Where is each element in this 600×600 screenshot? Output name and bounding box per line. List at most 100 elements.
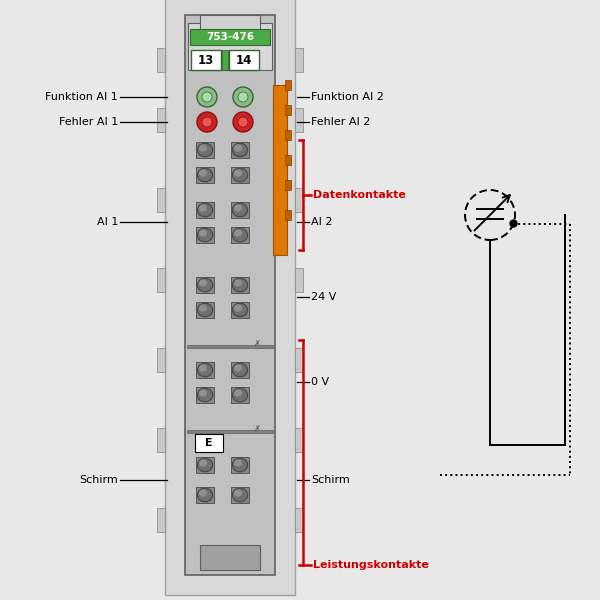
- Text: AI 1: AI 1: [97, 217, 118, 227]
- Ellipse shape: [234, 205, 242, 212]
- Ellipse shape: [234, 389, 242, 397]
- Bar: [295, 268, 303, 292]
- Bar: [285, 155, 291, 165]
- Bar: [195, 434, 223, 452]
- Bar: [231, 167, 249, 183]
- Bar: [222, 50, 228, 70]
- Circle shape: [510, 220, 517, 227]
- Circle shape: [202, 117, 212, 127]
- Text: AI 2: AI 2: [311, 217, 332, 227]
- Bar: [157, 428, 165, 452]
- Bar: [157, 108, 165, 132]
- Text: Funktion AI 2: Funktion AI 2: [311, 92, 384, 102]
- Ellipse shape: [232, 488, 248, 502]
- Bar: [295, 188, 303, 212]
- Bar: [200, 15, 260, 30]
- Bar: [196, 202, 214, 218]
- Ellipse shape: [232, 278, 248, 292]
- Ellipse shape: [199, 304, 207, 311]
- Ellipse shape: [234, 229, 242, 236]
- Bar: [273, 85, 287, 255]
- Ellipse shape: [199, 364, 207, 371]
- Ellipse shape: [197, 488, 212, 502]
- Bar: [231, 202, 249, 218]
- Bar: [295, 348, 303, 372]
- Ellipse shape: [197, 303, 212, 317]
- Ellipse shape: [232, 203, 248, 217]
- Bar: [190, 29, 270, 45]
- Ellipse shape: [197, 278, 212, 292]
- Bar: [196, 227, 214, 243]
- Ellipse shape: [197, 143, 212, 157]
- Text: 0 V: 0 V: [311, 377, 329, 387]
- Ellipse shape: [234, 304, 242, 311]
- Ellipse shape: [199, 229, 207, 236]
- Circle shape: [238, 117, 248, 127]
- Bar: [196, 302, 214, 318]
- Bar: [196, 387, 214, 403]
- Circle shape: [238, 92, 248, 102]
- Bar: [196, 457, 214, 473]
- Bar: [295, 428, 303, 452]
- Ellipse shape: [197, 388, 212, 402]
- Bar: [231, 142, 249, 158]
- Text: ✗: ✗: [254, 338, 260, 347]
- Bar: [231, 362, 249, 378]
- Bar: [196, 167, 214, 183]
- Circle shape: [233, 112, 253, 132]
- Ellipse shape: [232, 388, 248, 402]
- Bar: [231, 227, 249, 243]
- Bar: [231, 387, 249, 403]
- Ellipse shape: [232, 458, 248, 472]
- Ellipse shape: [199, 460, 207, 467]
- Text: Datenkontakte: Datenkontakte: [313, 190, 406, 200]
- Ellipse shape: [234, 145, 242, 152]
- Bar: [196, 487, 214, 503]
- Circle shape: [197, 112, 217, 132]
- Ellipse shape: [199, 280, 207, 287]
- Bar: [231, 487, 249, 503]
- Text: Leistungskontakte: Leistungskontakte: [313, 560, 429, 570]
- Ellipse shape: [197, 228, 212, 242]
- Text: 13: 13: [198, 53, 214, 67]
- Bar: [285, 105, 291, 115]
- Bar: [295, 108, 303, 132]
- Text: 24 V: 24 V: [311, 292, 337, 302]
- Circle shape: [202, 92, 212, 102]
- Ellipse shape: [234, 364, 242, 371]
- Text: E: E: [205, 438, 213, 448]
- Bar: [295, 508, 303, 532]
- Ellipse shape: [199, 145, 207, 152]
- Text: Fehler AI 1: Fehler AI 1: [59, 117, 118, 127]
- Ellipse shape: [232, 168, 248, 182]
- Bar: [157, 188, 165, 212]
- Bar: [185, 15, 275, 575]
- Ellipse shape: [234, 169, 242, 176]
- Circle shape: [197, 87, 217, 107]
- Ellipse shape: [234, 460, 242, 467]
- Ellipse shape: [199, 490, 207, 497]
- Ellipse shape: [199, 389, 207, 397]
- Text: ✗: ✗: [254, 424, 260, 433]
- Bar: [285, 80, 291, 90]
- Bar: [285, 210, 291, 220]
- Ellipse shape: [232, 303, 248, 317]
- Ellipse shape: [199, 205, 207, 212]
- Bar: [196, 142, 214, 158]
- Text: Schirm: Schirm: [311, 475, 350, 485]
- Bar: [165, 0, 295, 595]
- Bar: [231, 302, 249, 318]
- Bar: [157, 268, 165, 292]
- Bar: [285, 180, 291, 190]
- Bar: [188, 23, 272, 70]
- Text: Funktion AI 1: Funktion AI 1: [45, 92, 118, 102]
- Bar: [157, 508, 165, 532]
- Bar: [196, 362, 214, 378]
- Bar: [295, 48, 303, 72]
- Bar: [285, 130, 291, 140]
- Ellipse shape: [197, 168, 212, 182]
- Ellipse shape: [232, 143, 248, 157]
- Ellipse shape: [197, 363, 212, 377]
- Bar: [187, 345, 273, 348]
- Ellipse shape: [234, 280, 242, 287]
